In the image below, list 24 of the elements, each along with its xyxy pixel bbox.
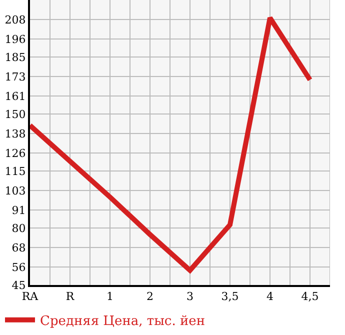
x-tick-label: RA — [22, 290, 40, 304]
y-tick-label: 126 — [4, 146, 26, 160]
y-tick-label: 208 — [4, 13, 26, 26]
y-tick-label: 161 — [4, 90, 26, 103]
x-tick-label: 1 — [106, 290, 114, 304]
y-tick-label: 91 — [12, 204, 26, 217]
y-tick-label: 45 — [12, 278, 26, 292]
x-tick-label: R — [66, 290, 75, 304]
x-tick-label: 2 — [146, 290, 154, 304]
y-tick-label: 196 — [4, 32, 26, 46]
y-tick-label: 138 — [4, 127, 26, 140]
y-tick-label: 80 — [12, 222, 26, 235]
y-tick-label: 185 — [4, 50, 26, 64]
y-tick-label: 173 — [4, 70, 26, 84]
y-tick-label: 68 — [12, 241, 26, 254]
x-tick-label: 4 — [266, 290, 274, 304]
x-tick-label: 4,5 — [301, 290, 319, 304]
x-tick-label: 3 — [186, 290, 194, 304]
y-tick-label: 103 — [4, 184, 26, 198]
x-tick-label: 3,5 — [221, 290, 239, 304]
y-tick-label: 56 — [12, 260, 26, 274]
legend-label: Средняя Цена, тыс. йен — [40, 314, 205, 329]
y-tick-label: 115 — [4, 164, 26, 178]
y-tick-label: 150 — [4, 108, 26, 121]
